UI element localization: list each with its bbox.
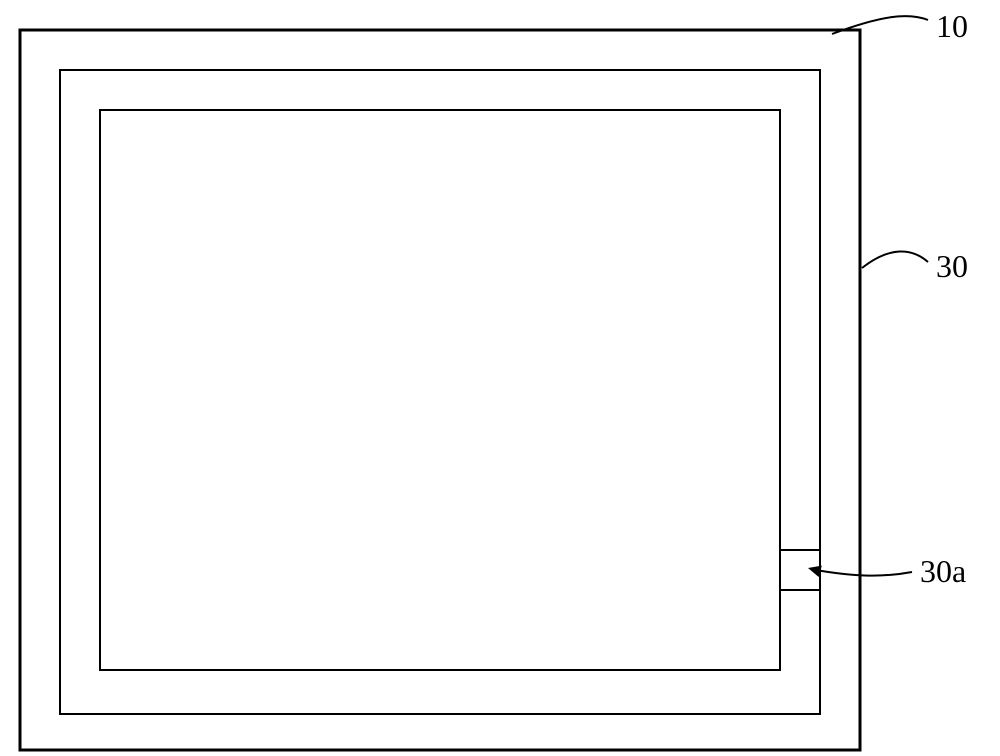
diagram-svg — [0, 0, 1000, 756]
label-30: 30 — [936, 250, 968, 282]
label-10: 10 — [936, 10, 968, 42]
leader-30a — [816, 570, 912, 576]
frame-30-inner — [100, 110, 780, 670]
label-30a: 30a — [920, 555, 966, 587]
frame-30-outer — [60, 70, 820, 714]
leader-30 — [862, 251, 928, 268]
outer-rect-10 — [20, 30, 860, 750]
diagram-stage: 10 30 30a — [0, 0, 1000, 756]
